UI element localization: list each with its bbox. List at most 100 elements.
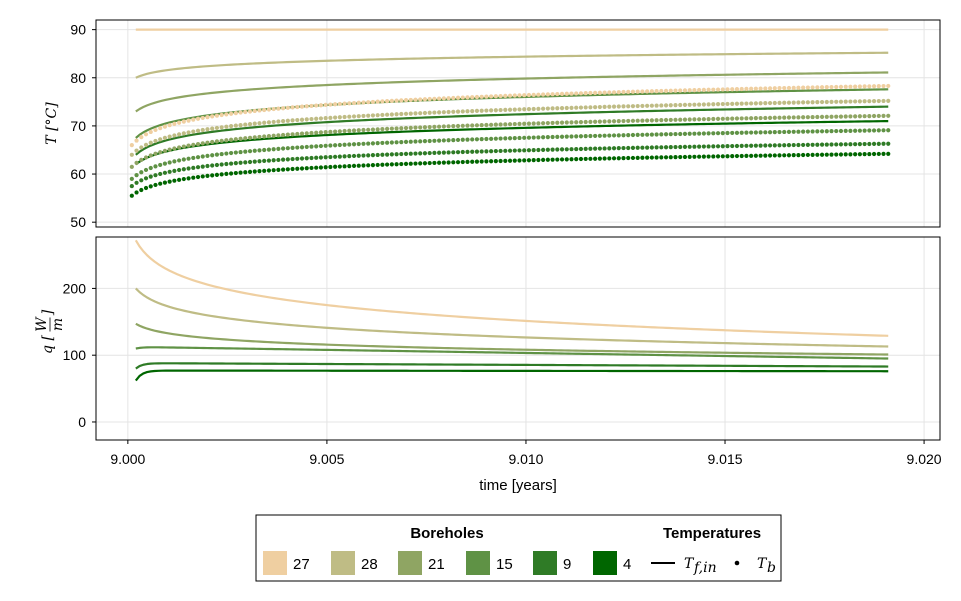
tb-point <box>767 153 773 158</box>
tb-point <box>195 141 201 147</box>
tb-point <box>389 98 394 103</box>
tb-point <box>418 125 423 130</box>
tb-point <box>375 99 380 104</box>
tb-point <box>857 128 862 133</box>
tb-point <box>143 142 149 147</box>
legend-item-borehole-21: 21 <box>398 551 445 575</box>
tb-point <box>219 162 224 167</box>
tb-point <box>181 157 186 162</box>
tb-point <box>186 143 191 148</box>
tb-point <box>687 102 692 107</box>
tb-point <box>214 172 220 177</box>
tb-point <box>247 169 253 174</box>
tb-point <box>493 94 498 99</box>
tb-point <box>715 144 721 149</box>
tb-point <box>252 169 257 174</box>
tb-point <box>153 173 158 178</box>
tb-point <box>205 140 210 145</box>
tb-point <box>649 145 654 150</box>
tb-point <box>285 157 290 162</box>
tb-point <box>659 155 664 160</box>
tb-point <box>342 114 347 120</box>
tb-point <box>233 161 238 166</box>
tb-point <box>446 150 451 155</box>
tb-point <box>829 114 834 119</box>
tb-point <box>663 88 669 93</box>
tb-point <box>252 159 257 164</box>
tb-point <box>493 108 498 113</box>
tb-point <box>219 112 224 118</box>
tb-point <box>862 99 867 104</box>
tb-point <box>758 115 763 121</box>
tb-point <box>451 124 456 129</box>
tb-point <box>432 110 437 115</box>
tb-point <box>389 162 394 167</box>
tb-point <box>564 120 569 125</box>
tb-point <box>318 155 324 160</box>
tb-point <box>205 163 210 169</box>
tb-point <box>252 135 257 140</box>
tb-point <box>517 121 522 126</box>
tb-point <box>886 98 891 103</box>
tb-point <box>531 135 536 140</box>
tb-point <box>181 144 186 149</box>
tb-point <box>271 147 276 152</box>
tb-point <box>725 87 730 92</box>
tb-point <box>654 145 659 150</box>
q-line-borehole-28 <box>135 287 889 348</box>
tb-point <box>200 115 205 121</box>
tb-point <box>867 128 872 133</box>
tb-point <box>645 132 650 137</box>
x-tick-label: 9.015 <box>707 451 742 467</box>
tb-point <box>611 146 617 151</box>
fraction-numerator: W <box>34 316 50 332</box>
tb-point <box>626 118 631 124</box>
tb-point <box>465 149 470 154</box>
tb-point <box>635 118 640 123</box>
tb-point <box>654 118 659 123</box>
tb-point <box>522 135 527 140</box>
fraction-denominator: m <box>50 318 66 331</box>
tb-point <box>853 128 858 133</box>
tb-point <box>810 100 815 105</box>
tb-point <box>668 103 673 108</box>
tb-point <box>871 99 877 104</box>
tb-point <box>470 159 475 164</box>
tb-point <box>361 141 366 146</box>
tb-point <box>347 114 352 119</box>
tb-point <box>366 163 371 168</box>
tb-point <box>389 112 394 117</box>
tb-point <box>427 160 432 166</box>
tb-point <box>129 143 134 148</box>
tb-point <box>351 100 357 106</box>
tb-point <box>276 119 281 124</box>
tb-point <box>559 134 565 139</box>
tb-point <box>290 156 295 162</box>
tb-point <box>337 142 342 148</box>
tb-point <box>649 89 654 94</box>
tb-point <box>195 174 201 180</box>
tb-point <box>200 154 205 159</box>
tb-point <box>569 147 574 152</box>
tb-point <box>588 119 593 124</box>
tb-point <box>857 114 862 119</box>
tb-point <box>460 159 465 165</box>
tb-point <box>304 144 309 150</box>
tb-point <box>380 152 385 157</box>
tb-point <box>848 142 853 147</box>
tb-point <box>333 164 338 169</box>
temperature-y-axis-label: T [°C] <box>44 102 60 145</box>
tb-point <box>819 142 825 147</box>
tb-point <box>129 183 134 189</box>
tb-point <box>366 141 371 146</box>
tb-point <box>583 156 588 162</box>
tb-point <box>626 145 631 151</box>
tb-point <box>257 121 262 126</box>
tb-point <box>559 91 565 96</box>
tb-point <box>200 164 205 169</box>
tb-point <box>512 93 517 98</box>
tb-point <box>796 142 801 148</box>
tb-point <box>574 105 579 110</box>
tb-point <box>611 119 617 124</box>
tb-point <box>749 86 754 91</box>
